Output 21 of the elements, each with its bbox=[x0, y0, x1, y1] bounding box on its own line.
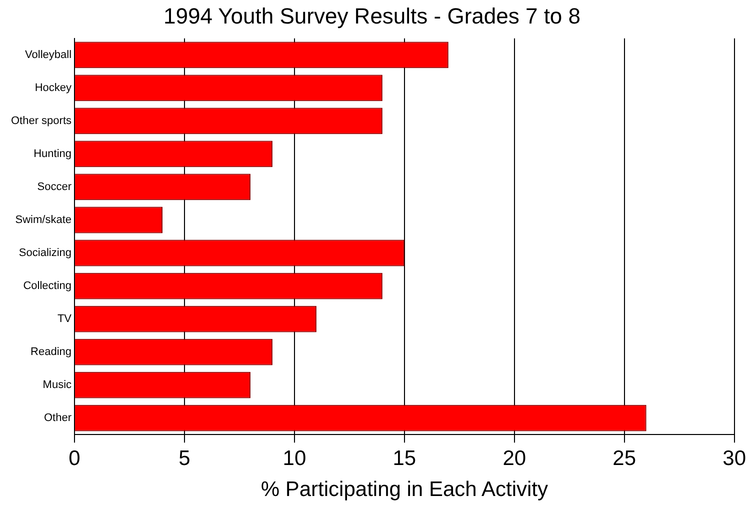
y-tick-label: TV bbox=[57, 313, 72, 326]
x-axis-title: % Participating in Each Activity bbox=[260, 478, 548, 502]
x-tick-label: 15 bbox=[392, 446, 416, 470]
x-tick-label: 5 bbox=[178, 446, 190, 470]
chart-title: 1994 Youth Survey Results - Grades 7 to 8 bbox=[163, 3, 581, 28]
y-tick-label: Reading bbox=[30, 346, 72, 358]
x-tick-label: 30 bbox=[722, 446, 746, 470]
x-tick-label: 20 bbox=[502, 446, 526, 470]
x-tick-label: 25 bbox=[612, 446, 636, 470]
y-tick-label: Collecting bbox=[23, 280, 72, 292]
y-tick-label: Other bbox=[44, 412, 72, 424]
y-tick-label: Swim/skate bbox=[15, 214, 72, 226]
y-tick-label: Hunting bbox=[34, 148, 72, 160]
x-tick-label: 10 bbox=[282, 446, 306, 470]
y-tick-label: Music bbox=[42, 379, 72, 392]
y-tick-label: Other sports bbox=[10, 114, 72, 127]
y-tick-label: Socializing bbox=[18, 247, 72, 260]
x-tick-label: 0 bbox=[68, 446, 80, 470]
y-tick-label: Hockey bbox=[34, 82, 72, 94]
y-tick-label: Soccer bbox=[37, 181, 72, 194]
y-tick-label: Volleyball bbox=[25, 48, 72, 61]
